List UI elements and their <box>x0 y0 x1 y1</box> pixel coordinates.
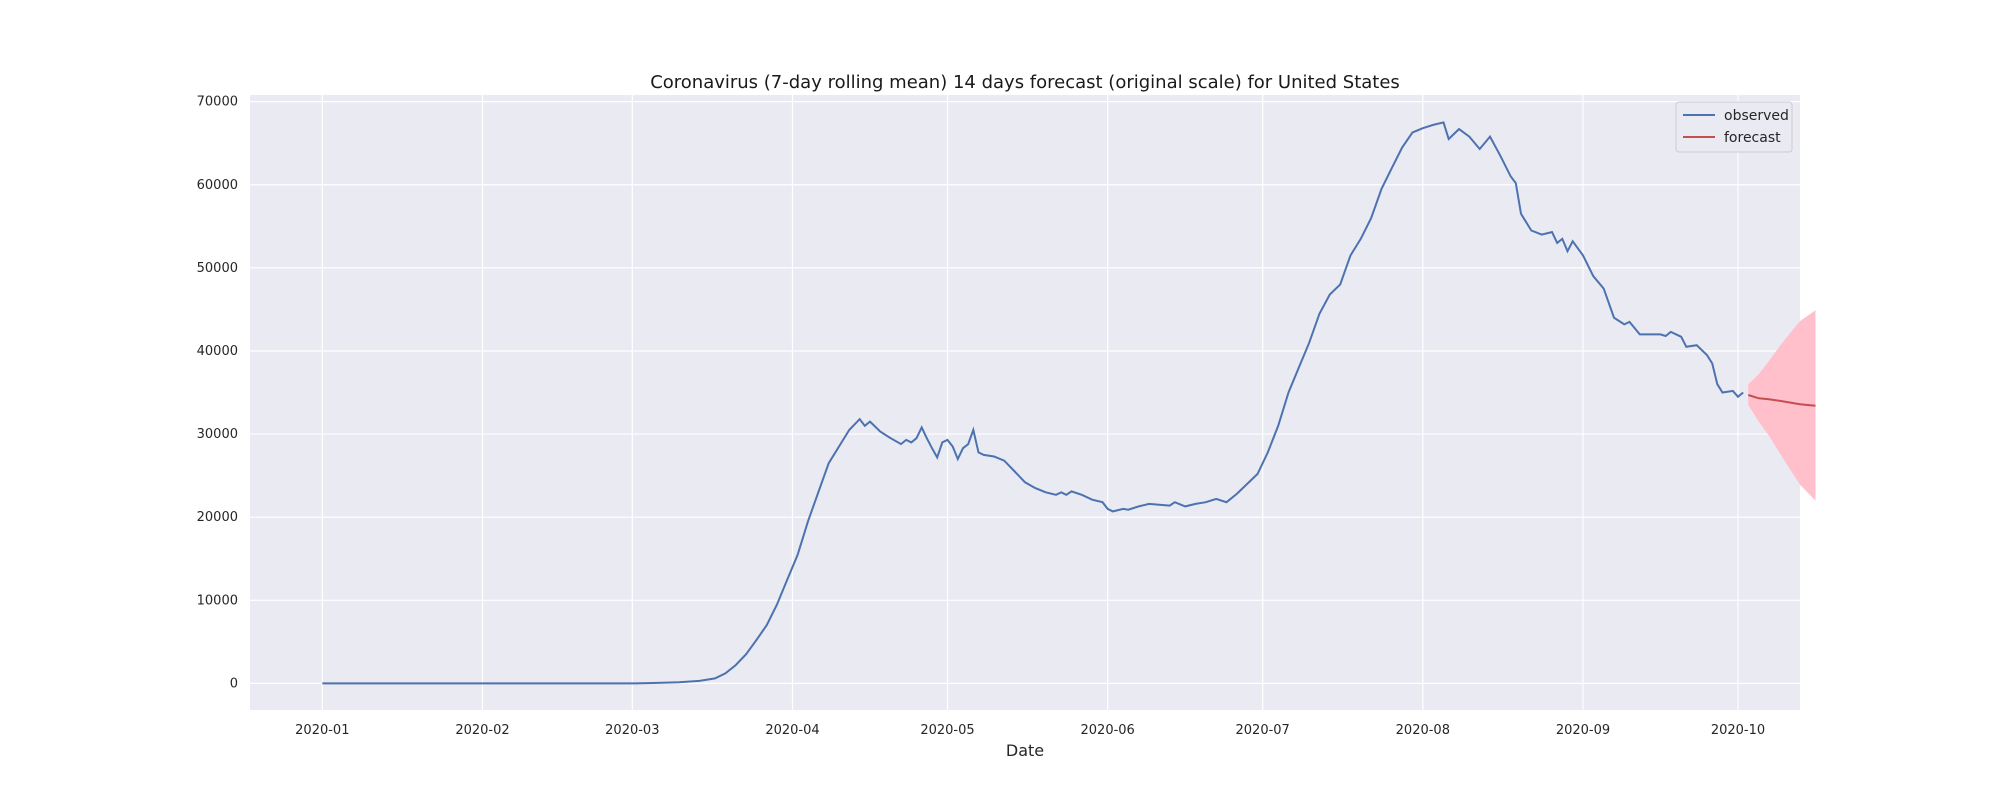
chart-title: Coronavirus (7-day rolling mean) 14 days… <box>650 72 1400 93</box>
y-tick-labels: 0 10000 20000 30000 40000 50000 60000 70000 <box>197 95 238 692</box>
forecast-confidence-band <box>1748 310 1816 501</box>
x-tick-label: 2020-03 <box>605 723 659 738</box>
x-tick-label: 2020-04 <box>765 723 819 738</box>
x-tick-label: 2020-05 <box>920 723 974 738</box>
y-tick-label: 30000 <box>197 427 238 442</box>
y-tick-label: 60000 <box>197 178 238 193</box>
y-tick-label: 20000 <box>197 510 238 525</box>
plot-background <box>250 95 1800 710</box>
y-tick-label: 40000 <box>197 344 238 359</box>
forecast-line <box>1747 394 1816 407</box>
grid-layer <box>250 95 1800 710</box>
x-axis-label: Date <box>1006 741 1044 760</box>
y-tick-label: 0 <box>230 676 238 691</box>
x-tick-label: 2020-09 <box>1556 723 1610 738</box>
y-tick-label: 10000 <box>197 593 238 608</box>
observed-line <box>322 121 1744 685</box>
x-tick-label: 2020-08 <box>1396 723 1450 738</box>
x-tick-labels: 2020-01 2020-02 2020-03 2020-04 2020-05 2020-… <box>295 723 1765 738</box>
x-tick-label: 2020-10 <box>1711 723 1765 738</box>
x-tick-label: 2020-06 <box>1081 723 1135 738</box>
y-tick-label: 70000 <box>197 95 238 110</box>
y-tick-label: 50000 <box>197 261 238 276</box>
legend: observed forecast <box>1675 101 1793 153</box>
x-tick-label: 2020-02 <box>455 723 509 738</box>
legend-label-observed: observed <box>1724 108 1789 124</box>
legend-label-forecast: forecast <box>1724 130 1781 146</box>
x-tick-label: 2020-01 <box>295 723 349 738</box>
x-tick-label: 2020-07 <box>1236 723 1290 738</box>
